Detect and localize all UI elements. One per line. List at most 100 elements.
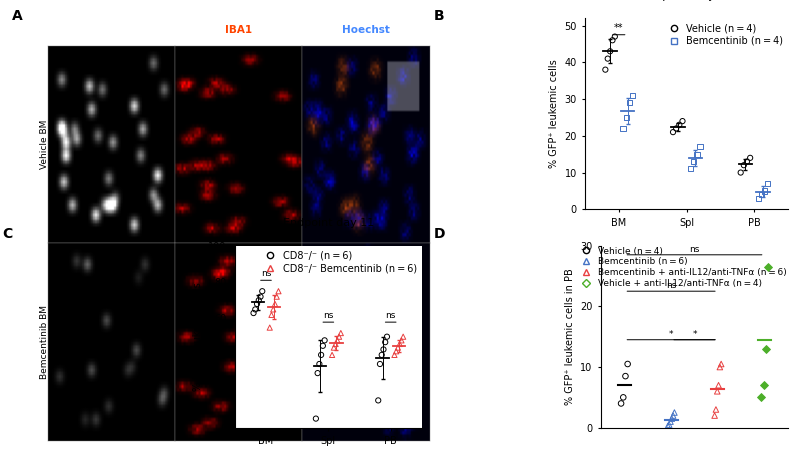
Text: A: A bbox=[12, 9, 23, 23]
Point bbox=[327, 344, 340, 351]
Point bbox=[314, 351, 327, 359]
Point bbox=[617, 394, 630, 401]
Point bbox=[267, 306, 279, 313]
Point bbox=[709, 406, 722, 413]
Text: IBA1: IBA1 bbox=[225, 25, 252, 35]
Point bbox=[603, 48, 616, 55]
Text: ns: ns bbox=[323, 311, 334, 320]
Point bbox=[620, 114, 633, 121]
Point bbox=[380, 333, 393, 340]
Text: Bemcentinib BM: Bemcentinib BM bbox=[40, 305, 49, 379]
Point bbox=[334, 329, 347, 337]
Point bbox=[755, 394, 768, 401]
Point bbox=[757, 382, 770, 389]
Point bbox=[333, 333, 345, 340]
Point bbox=[317, 342, 330, 349]
Y-axis label: % GFP⁺ leukemic cells: % GFP⁺ leukemic cells bbox=[193, 282, 202, 391]
Point bbox=[377, 346, 390, 353]
Text: C: C bbox=[2, 228, 13, 242]
Point bbox=[395, 337, 408, 344]
Point bbox=[752, 195, 765, 202]
Point bbox=[759, 345, 772, 353]
Text: Phospho-AXL: Phospho-AXL bbox=[72, 25, 150, 35]
Point bbox=[623, 99, 636, 106]
Point bbox=[668, 409, 681, 416]
Point bbox=[676, 117, 689, 125]
Point bbox=[268, 300, 281, 308]
Point bbox=[712, 382, 725, 389]
Point bbox=[615, 400, 627, 407]
Point bbox=[694, 143, 707, 151]
Point bbox=[311, 369, 324, 377]
Point bbox=[664, 418, 677, 425]
Point bbox=[271, 293, 283, 300]
Title: Endpoint day 11: Endpoint day 11 bbox=[641, 0, 732, 1]
Text: **: ** bbox=[615, 23, 623, 33]
Point bbox=[626, 92, 639, 99]
Point bbox=[390, 348, 403, 355]
Point bbox=[688, 158, 700, 165]
Legend: CD8⁻/⁻ (n = 6), CD8⁻/⁻ Bemcentinib (n = 6): CD8⁻/⁻ (n = 6), CD8⁻/⁻ Bemcentinib (n = … bbox=[260, 251, 417, 273]
Text: Hoechst: Hoechst bbox=[342, 25, 390, 35]
Text: ns: ns bbox=[385, 311, 396, 320]
Legend: Vehicle (n = 4), Bemcentinib (n = 6), Bemcentinib + anti-IL12/anti-TNFα (n = 6),: Vehicle (n = 4), Bemcentinib (n = 6), Be… bbox=[577, 247, 787, 288]
Point bbox=[254, 293, 267, 300]
Point bbox=[606, 36, 618, 44]
Point bbox=[708, 412, 721, 419]
Text: ns: ns bbox=[261, 269, 271, 278]
Point bbox=[251, 300, 263, 308]
Point bbox=[740, 158, 753, 165]
Y-axis label: % GFP⁺ leukemic cells in PB: % GFP⁺ leukemic cells in PB bbox=[564, 268, 575, 405]
Point bbox=[326, 351, 338, 359]
Point bbox=[388, 351, 401, 359]
Point bbox=[392, 344, 404, 351]
Point bbox=[734, 169, 747, 176]
Point bbox=[673, 121, 685, 128]
Point bbox=[608, 33, 621, 40]
Point bbox=[313, 360, 326, 368]
Point bbox=[379, 339, 392, 346]
Point bbox=[376, 351, 388, 359]
Point bbox=[621, 360, 634, 368]
Point bbox=[711, 388, 724, 395]
Point bbox=[265, 311, 278, 318]
Point bbox=[685, 165, 697, 172]
Point bbox=[665, 415, 678, 422]
Text: D: D bbox=[434, 228, 445, 242]
Point bbox=[669, 125, 682, 132]
Point bbox=[691, 151, 704, 158]
Legend: Vehicle (n = 4), Bemcentinib (n = 4): Vehicle (n = 4), Bemcentinib (n = 4) bbox=[664, 23, 783, 46]
Point bbox=[396, 333, 409, 340]
Point bbox=[393, 340, 406, 348]
Point bbox=[759, 187, 771, 195]
Point bbox=[667, 128, 680, 136]
Point bbox=[330, 340, 342, 348]
Point bbox=[256, 288, 268, 295]
Point bbox=[599, 66, 611, 73]
Point bbox=[617, 125, 630, 132]
Point bbox=[372, 397, 384, 404]
Point bbox=[619, 373, 632, 380]
Point bbox=[762, 263, 775, 271]
Text: Vehicle BM: Vehicle BM bbox=[40, 120, 49, 169]
Text: ns: ns bbox=[666, 281, 677, 290]
Point bbox=[755, 191, 768, 198]
Point bbox=[318, 337, 331, 344]
Point bbox=[737, 162, 750, 169]
Point bbox=[713, 364, 726, 371]
Point bbox=[743, 154, 756, 162]
Point bbox=[272, 288, 285, 295]
Text: B: B bbox=[434, 9, 444, 23]
Point bbox=[661, 422, 674, 430]
Point bbox=[263, 324, 276, 331]
Point bbox=[373, 360, 386, 368]
Text: *: * bbox=[693, 329, 696, 339]
Point bbox=[667, 412, 680, 419]
Point bbox=[310, 415, 322, 422]
Point bbox=[249, 306, 262, 313]
Point bbox=[601, 55, 614, 62]
Text: ns: ns bbox=[689, 245, 700, 253]
Point bbox=[761, 180, 774, 187]
Point bbox=[331, 337, 344, 344]
Point bbox=[252, 297, 265, 304]
